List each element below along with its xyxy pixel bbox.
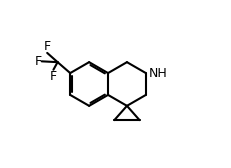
Text: F: F [34,55,42,68]
Text: F: F [43,40,51,53]
Text: NH: NH [149,67,167,80]
Text: F: F [50,70,57,83]
